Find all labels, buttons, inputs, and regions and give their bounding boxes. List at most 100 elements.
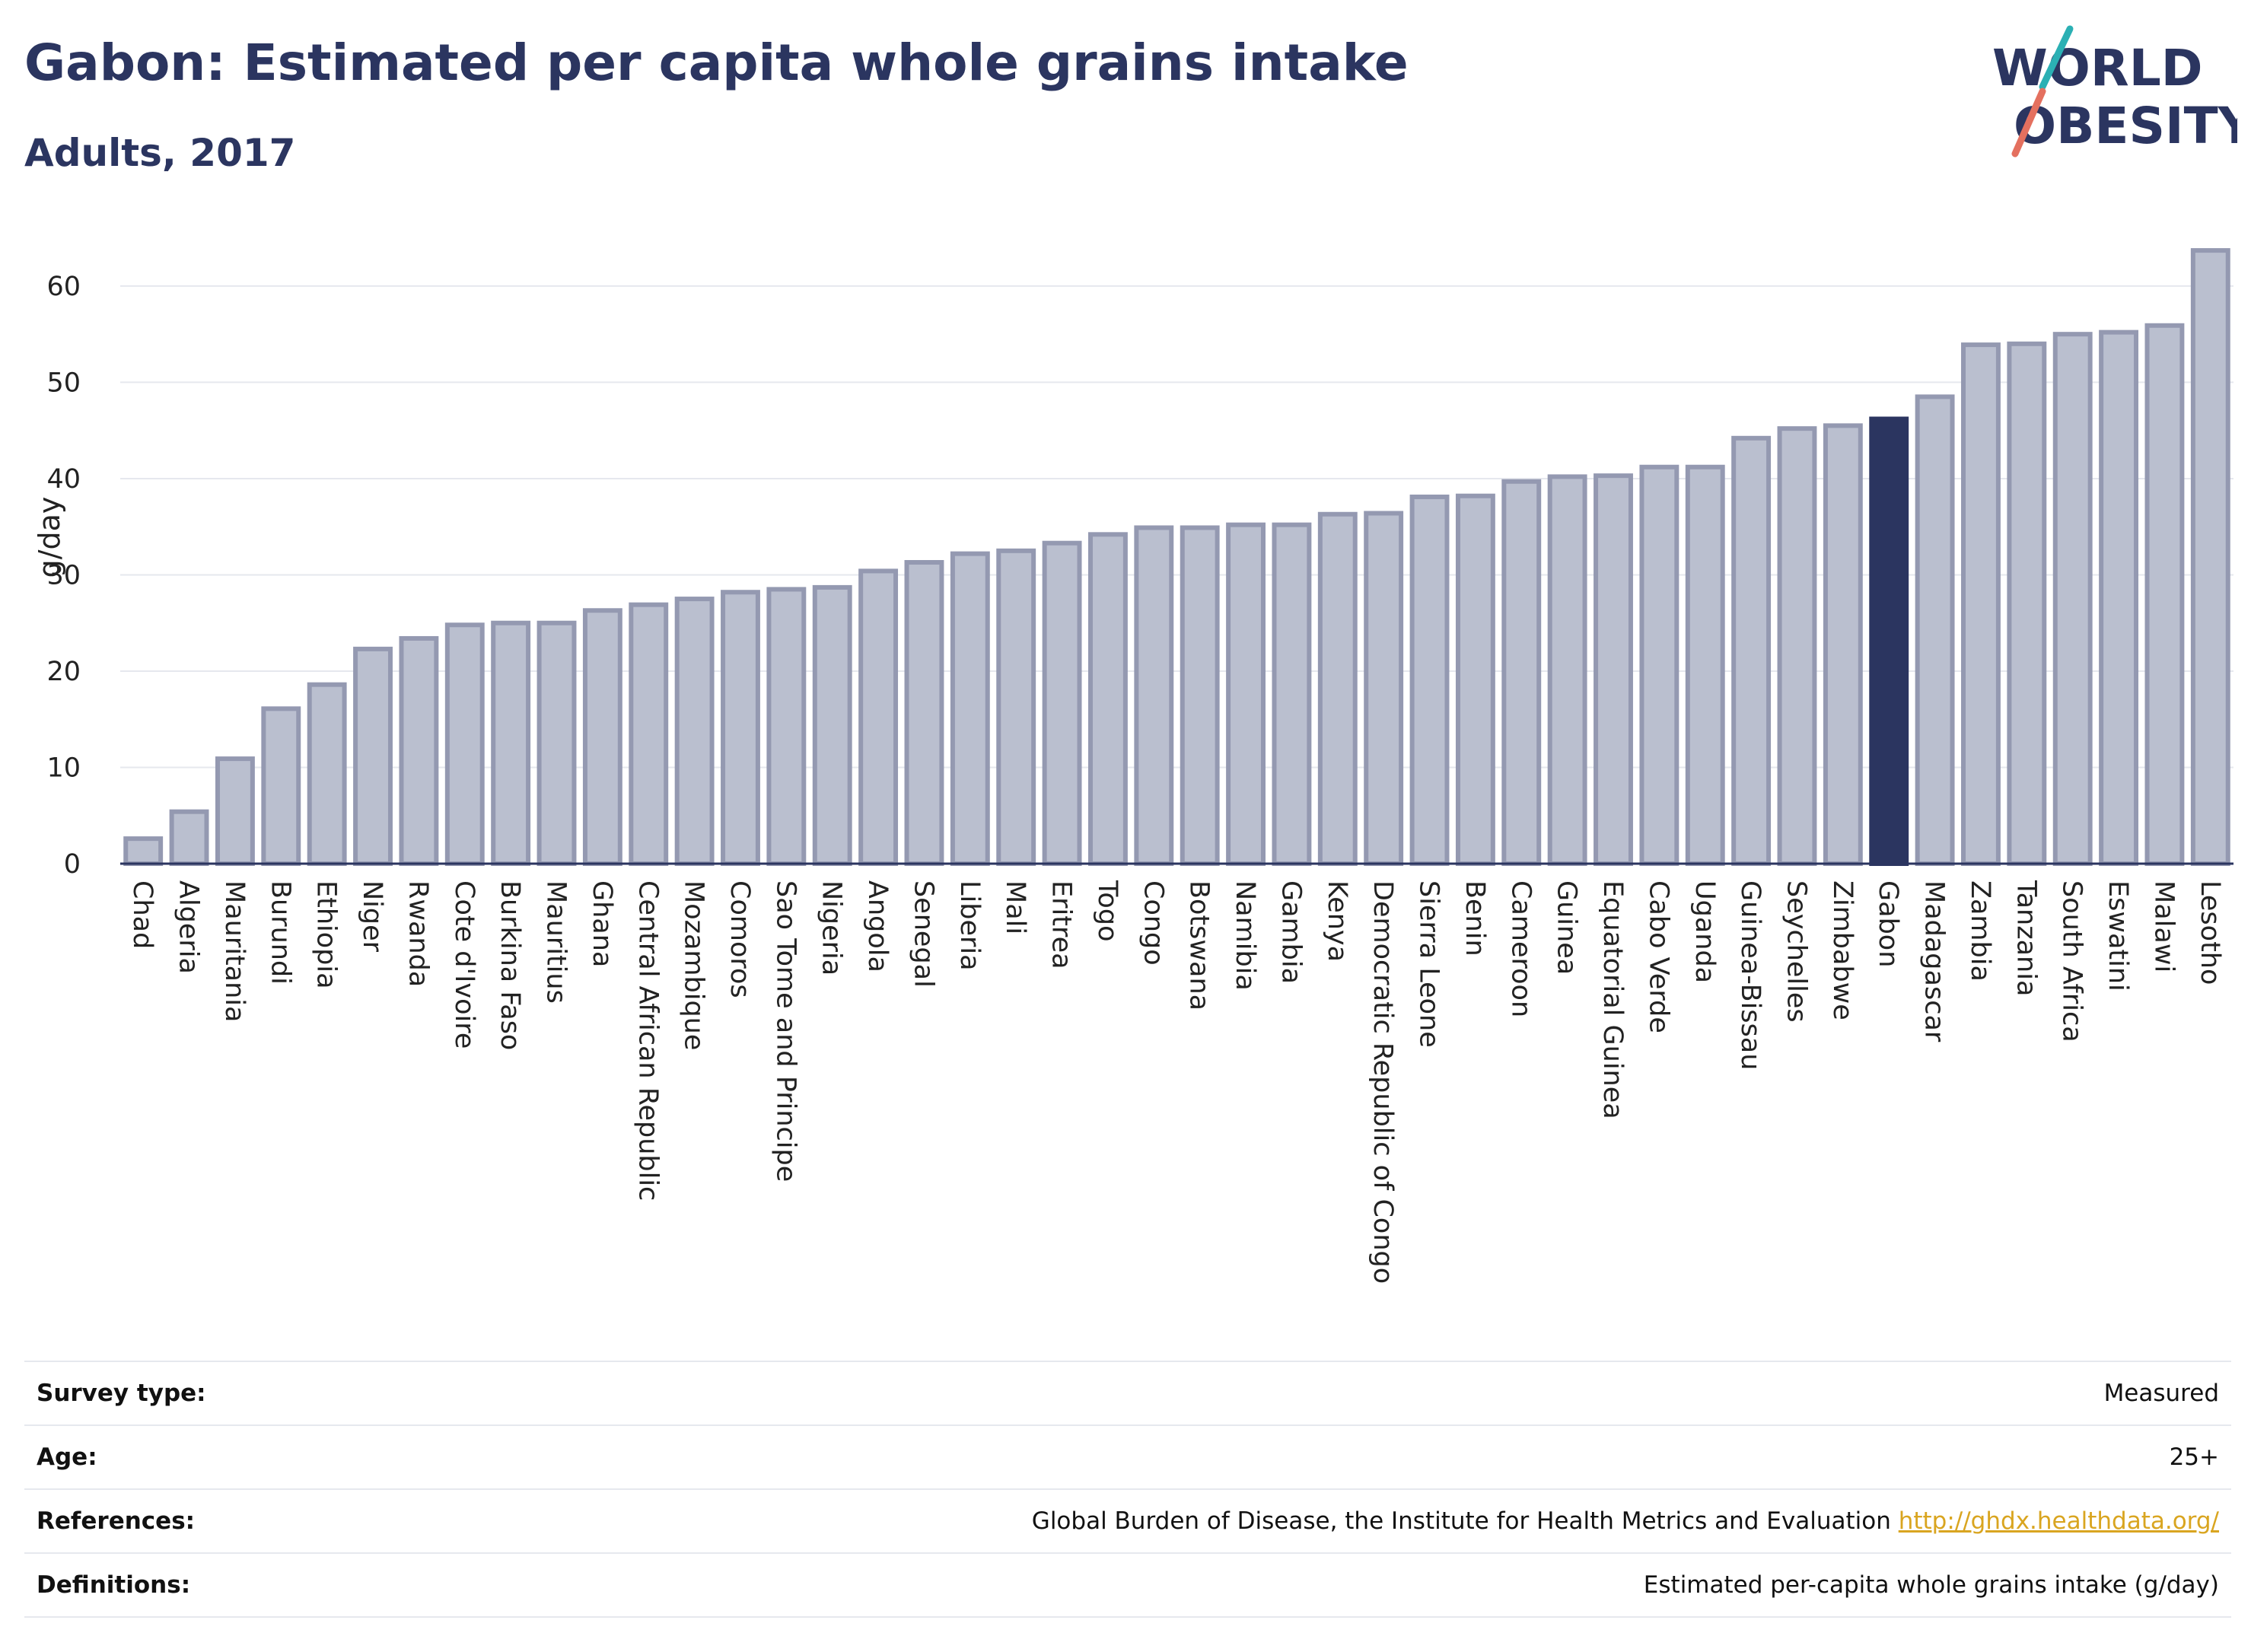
x-tick-label-niger: Niger (357, 880, 387, 953)
definitions-label: Definitions: (37, 1571, 191, 1599)
x-tick-label-congo: Congo (1138, 880, 1168, 966)
x-tick-label-rwanda: Rwanda (403, 880, 433, 987)
survey-type-label: Survey type: (37, 1380, 206, 1407)
page-title: Gabon: Estimated per capita whole grains… (24, 33, 1409, 92)
x-tick-label-madagascar: Madagascar (1919, 880, 1950, 1042)
bar-namibia (1226, 522, 1266, 867)
y-tick-label-50: 50 (46, 368, 81, 398)
x-tick-label-burundi: Burundi (265, 880, 295, 985)
bar-madagascar (1915, 394, 1955, 866)
x-tick-label-namibia: Namibia (1230, 880, 1260, 991)
references-value: Global Burden of Disease, the Institute … (1032, 1507, 2219, 1535)
x-tick-label-botswana: Botswana (1184, 880, 1215, 1011)
x-tick-label-equatorial-guinea: Equatorial Guinea (1597, 880, 1628, 1119)
x-tick-label-eswatini: Eswatini (2103, 880, 2133, 992)
y-tick-label-40: 40 (46, 464, 81, 495)
bar-ghana (582, 608, 622, 866)
x-tick-label-algeria: Algeria (174, 880, 204, 974)
x-tick-label-ghana: Ghana (587, 880, 617, 967)
survey-type-value: Measured (2103, 1380, 2219, 1407)
bar-comoros (721, 590, 760, 867)
page-subtitle: Adults, 2017 (24, 131, 296, 175)
y-tick-label-10: 10 (46, 753, 81, 783)
x-tick-label-guinea: Guinea (1552, 880, 1582, 975)
bar-mozambique (674, 597, 715, 866)
x-tick-label-uganda: Uganda (1689, 880, 1720, 983)
info-row-age: Age: 25+ (24, 1424, 2231, 1488)
axes: 0 10 20 30 40 50 60 Chad Algeria Mauritania Burund… (46, 272, 2233, 1284)
bar-lesotho (2190, 248, 2230, 866)
x-tick-label-cameroon: Cameroon (1505, 880, 1536, 1017)
info-row-references: References: Global Burden of Disease, th… (24, 1488, 2231, 1552)
bar-algeria (169, 809, 209, 866)
bar-kenya (1317, 511, 1358, 866)
bar-cabo-verde (1639, 464, 1679, 866)
bar-mauritania (215, 756, 255, 867)
bar-ethiopia (307, 682, 347, 866)
x-tick-label-cabo-verde: Cabo Verde (1643, 880, 1673, 1033)
x-tick-label-south-africa: South Africa (2057, 880, 2087, 1042)
age-label: Age: (37, 1444, 97, 1471)
bar-eswatini (2099, 329, 2139, 866)
bar-central-african-republic (629, 602, 669, 866)
bar-democratic-republic-of-congo (1364, 511, 1404, 866)
info-table: Survey type: Measured Age: 25+ Reference… (24, 1361, 2231, 1618)
x-tick-label-zimbabwe: Zimbabwe (1827, 880, 1858, 1020)
x-tick-label-sao-tome-and-principe: Sao Tome and Principe (770, 880, 801, 1182)
bar-liberia (950, 551, 990, 866)
bar-burkina-faso (491, 620, 531, 866)
bar-guinea-bissau (1731, 435, 1772, 866)
bar-seychelles (1777, 426, 1817, 866)
x-tick-label-gabon: Gabon (1873, 880, 1903, 967)
x-tick-label-democratic-republic-of-congo: Democratic Republic of Congo (1367, 880, 1398, 1284)
bar-zimbabwe (1823, 423, 1863, 866)
bar-sierra-leone (1409, 494, 1450, 867)
bar-congo (1134, 525, 1174, 866)
bar-mali (996, 548, 1036, 866)
x-tick-label-guinea-bissau: Guinea-Bissau (1735, 880, 1765, 1070)
info-row-survey-type: Survey type: Measured (24, 1361, 2231, 1424)
x-tick-label-ethiopia: Ethiopia (311, 880, 342, 989)
age-value: 25+ (2169, 1444, 2219, 1471)
x-tick-label-mauritania: Mauritania (219, 880, 250, 1022)
x-tick-label-mali: Mali (1000, 880, 1030, 934)
bar-chad (123, 836, 164, 867)
references-text: Global Burden of Disease, the Institute … (1031, 1507, 1891, 1535)
bar-togo (1088, 532, 1128, 866)
bar-cote-d-ivoire (444, 622, 485, 866)
x-tick-label-chad: Chad (127, 880, 158, 949)
x-tick-label-mozambique: Mozambique (679, 880, 709, 1050)
y-tick-label-0: 0 (64, 849, 81, 880)
x-tick-label-tanzania: Tanzania (2011, 880, 2041, 996)
x-tick-label-malawi: Malawi (2148, 880, 2179, 972)
logo-slash-teal (2039, 25, 2074, 91)
bar-botswana (1180, 525, 1220, 866)
x-tick-label-kenya: Kenya (1322, 880, 1352, 962)
bar-mauritius (536, 620, 577, 866)
bar-cameroon (1501, 479, 1542, 866)
bars (123, 248, 2230, 867)
references-link[interactable]: http://ghdx.healthdata.org/ (1898, 1507, 2219, 1535)
bar-burundi (261, 706, 301, 866)
x-tick-label-lesotho: Lesotho (2195, 880, 2225, 985)
x-tick-label-benin: Benin (1460, 880, 1490, 957)
x-tick-label-central-african-republic: Central African Republic (632, 880, 663, 1201)
bar-equatorial-guinea (1594, 473, 1633, 866)
x-tick-label-comoros: Comoros (724, 880, 755, 998)
bar-eritrea (1042, 540, 1082, 866)
bar-nigeria (812, 584, 852, 866)
x-tick-label-senegal: Senegal (908, 880, 938, 988)
x-tick-label-nigeria: Nigeria (817, 880, 847, 976)
x-tick-label-sierra-leone: Sierra Leone (1414, 880, 1444, 1048)
y-tick-label-20: 20 (46, 657, 81, 687)
x-tick-label-eritrea: Eritrea (1046, 880, 1077, 969)
bar-guinea (1547, 474, 1587, 867)
x-tick-label-burkina-faso: Burkina Faso (495, 880, 525, 1050)
bar-gabon (1869, 416, 1909, 866)
y-tick-label-60: 60 (46, 272, 81, 302)
x-tick-label-gambia: Gambia (1275, 880, 1306, 984)
bar-senegal (904, 560, 944, 866)
bar-south-africa (2052, 332, 2093, 866)
world-obesity-logo: WORLD OBESITY (1992, 25, 2237, 158)
bar-sao-tome-and-principe (766, 587, 807, 866)
